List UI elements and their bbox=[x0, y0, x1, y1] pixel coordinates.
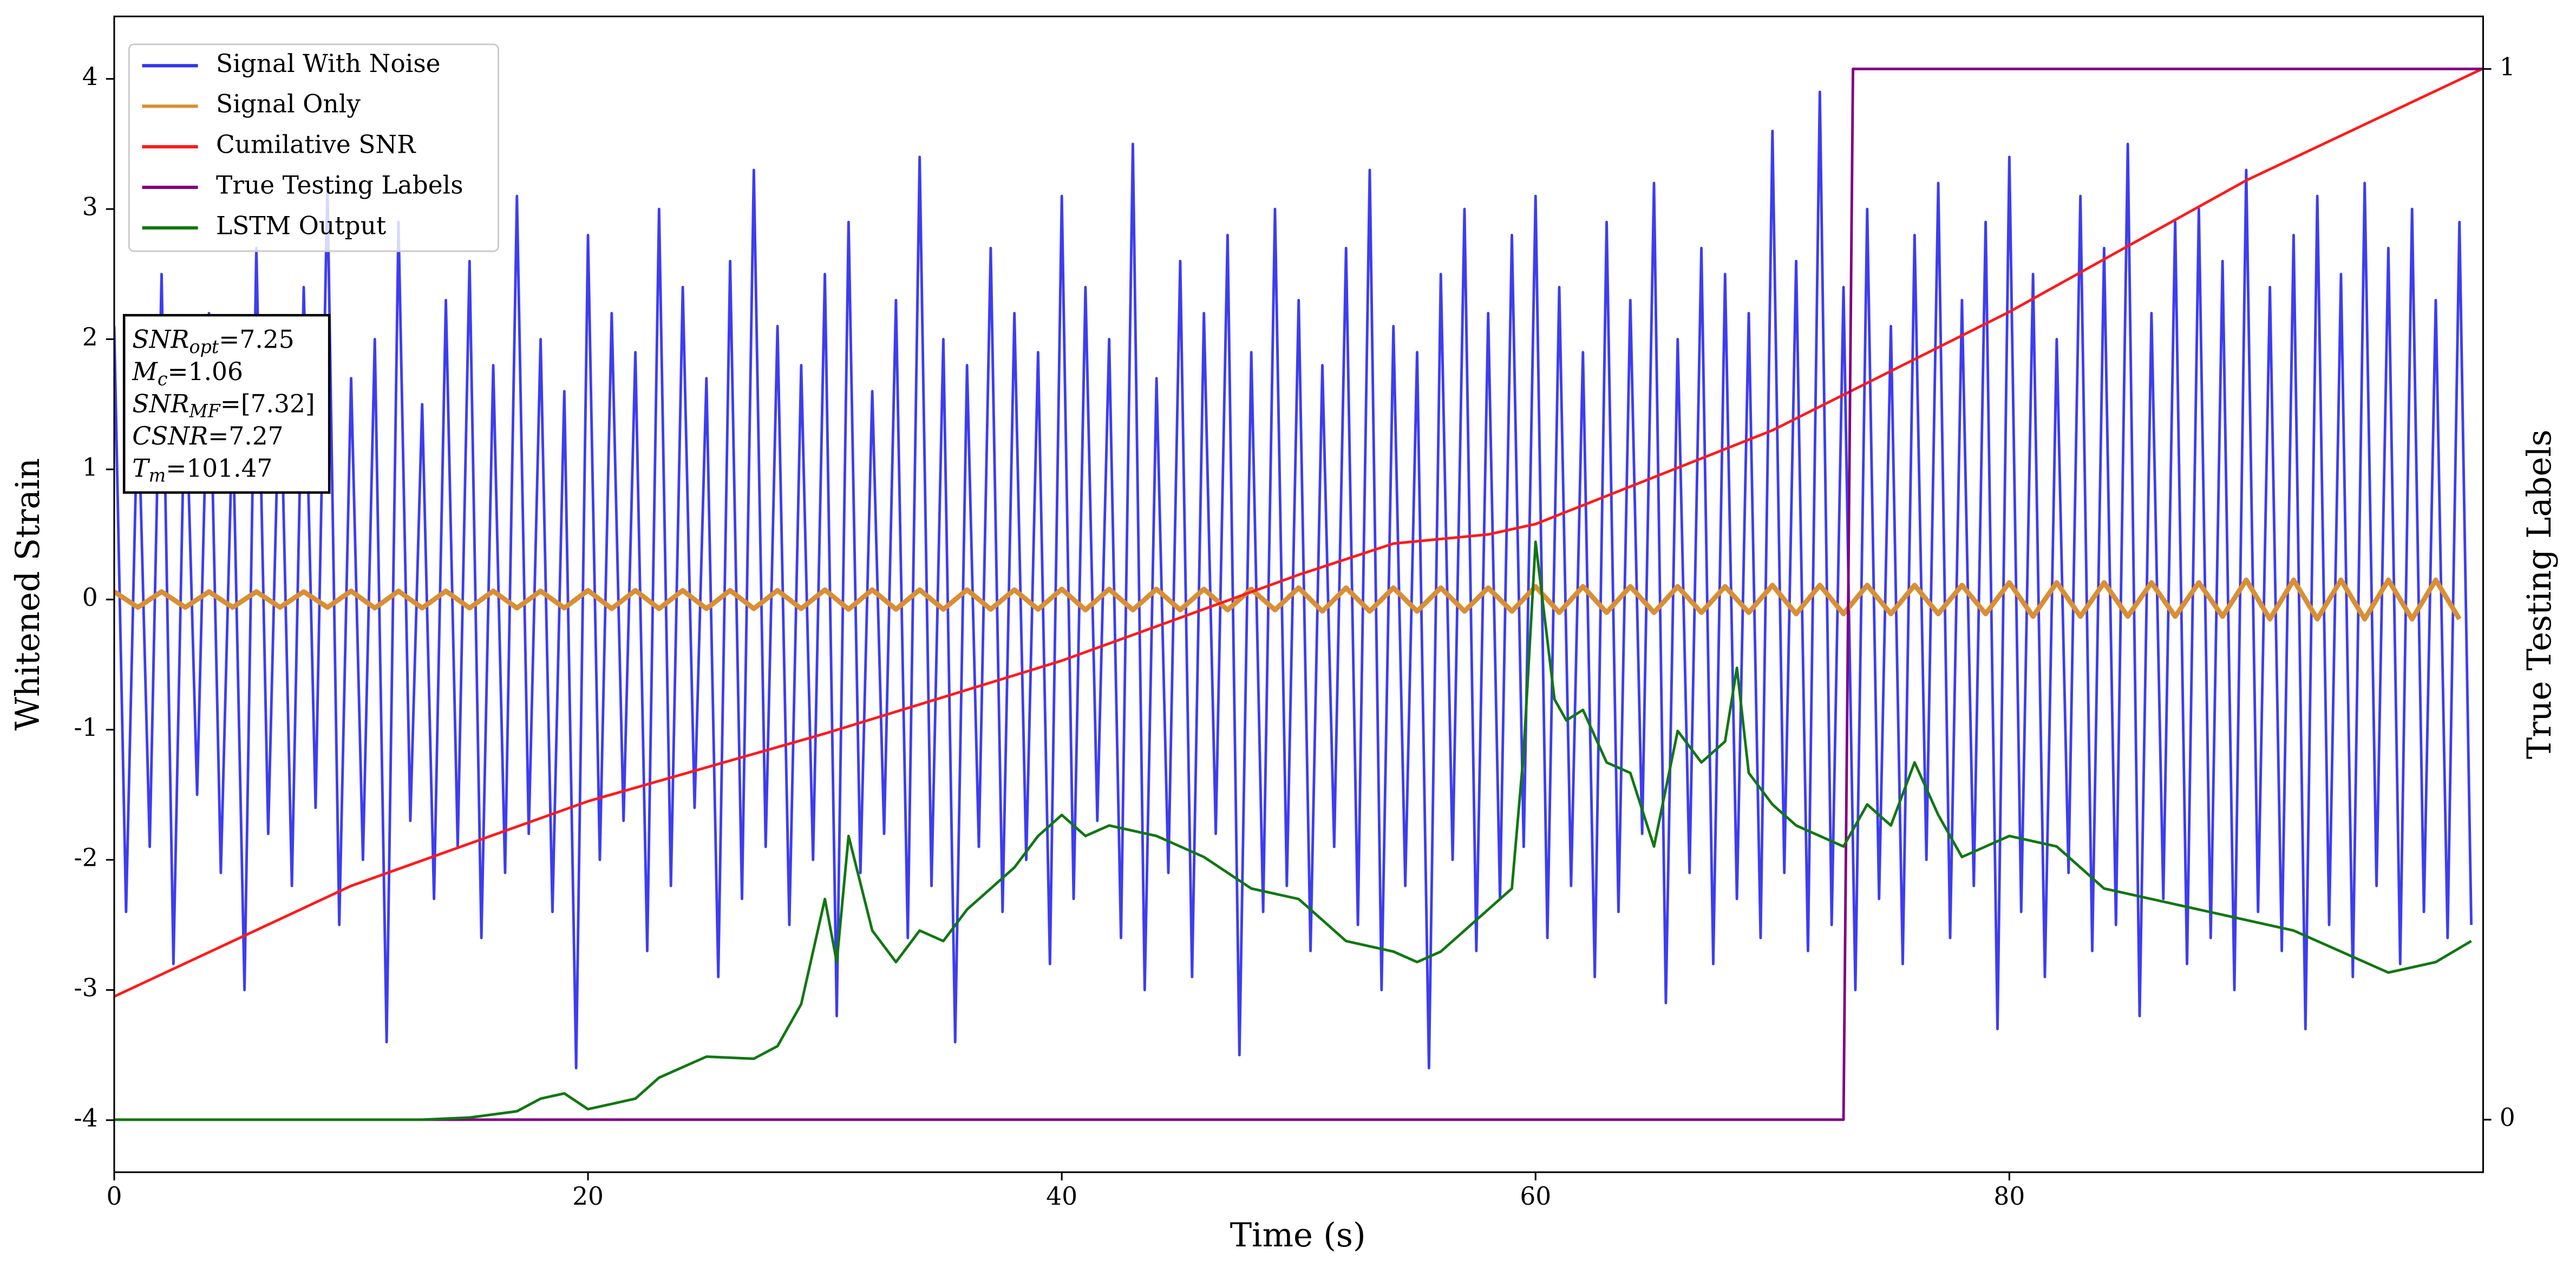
x-tick-label: 40 bbox=[1046, 1182, 1077, 1211]
annotation-line: Mc=1.06 bbox=[132, 357, 243, 390]
y-tick-label: 4 bbox=[82, 62, 98, 91]
legend-label: LSTM Output bbox=[216, 211, 386, 240]
series-line bbox=[114, 540, 2472, 1121]
y-tick-label: -2 bbox=[74, 844, 97, 872]
annotation-value: =[7.32] bbox=[220, 389, 315, 418]
annotation-value: =1.06 bbox=[168, 357, 243, 386]
annotation-line: CSNR=7.27 bbox=[132, 421, 283, 450]
y-tick-label: -1 bbox=[74, 713, 97, 742]
y2-tick-label: 1 bbox=[2500, 53, 2515, 81]
y-axis-label: Whitened Strain bbox=[9, 458, 47, 730]
annotation-symbol: T bbox=[132, 454, 151, 482]
series-line bbox=[114, 67, 2483, 1121]
y-tick-label: 2 bbox=[82, 323, 98, 351]
legend-box bbox=[128, 43, 500, 252]
annotation: SNRopt=7.25Mc=1.06SNRMF=[7.32]CSNR=7.27T… bbox=[122, 313, 331, 494]
y-tick-label: 0 bbox=[82, 583, 98, 612]
annotation-subscript: m bbox=[149, 465, 166, 486]
x-tick-label: 0 bbox=[106, 1182, 122, 1211]
annotation-symbol: SNR bbox=[132, 389, 189, 418]
legend-label: Signal With Noise bbox=[216, 49, 441, 78]
annotation-line: Tm=101.47 bbox=[132, 454, 272, 486]
annotation-subscript: MF bbox=[188, 401, 221, 422]
annotation-line: SNRopt=7.25 bbox=[132, 325, 294, 357]
annotation-value: =101.47 bbox=[166, 454, 272, 482]
x-tick-label: 20 bbox=[572, 1182, 604, 1211]
axes-frame bbox=[113, 15, 2484, 1173]
annotation-value: =7.27 bbox=[208, 421, 283, 450]
x-tick-label: 60 bbox=[1520, 1182, 1551, 1211]
annotation-line: SNRMF=[7.32] bbox=[132, 389, 315, 422]
annotation-symbol: CSNR bbox=[132, 421, 208, 450]
legend-label: Cumilative SNR bbox=[216, 130, 416, 159]
legend: Signal With Noise Signal Only Cumilative S… bbox=[128, 43, 500, 252]
plot-area bbox=[114, 67, 2483, 1121]
annotation-value: =7.25 bbox=[219, 325, 294, 354]
y-tick-label: -4 bbox=[74, 1103, 97, 1132]
y2-axis-label: True Testing Labels bbox=[2521, 429, 2559, 759]
annotation-box bbox=[122, 313, 331, 494]
annotation-symbol: SNR bbox=[132, 325, 189, 354]
x-tick-label: 80 bbox=[1993, 1182, 2025, 1211]
annotation-symbol: M bbox=[132, 357, 158, 386]
annotation-subscript: opt bbox=[189, 336, 219, 357]
y2-tick-label: 0 bbox=[2500, 1103, 2515, 1132]
y-tick-label: 1 bbox=[82, 453, 98, 481]
series-line bbox=[114, 577, 2462, 622]
x-axis-label: Time (s) bbox=[1230, 1217, 1366, 1255]
legend-label: True Testing Labels bbox=[216, 171, 463, 199]
y-tick-label: 3 bbox=[82, 193, 98, 221]
y-tick-label: -3 bbox=[74, 974, 97, 1002]
series-line bbox=[114, 67, 2483, 998]
annotation-subscript: c bbox=[158, 368, 168, 389]
legend-label: Signal Only bbox=[216, 90, 361, 119]
